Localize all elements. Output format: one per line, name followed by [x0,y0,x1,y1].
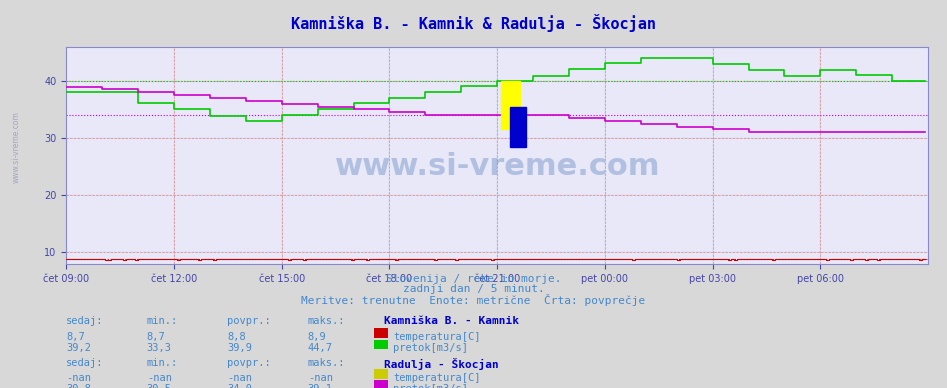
Text: -nan: -nan [227,373,252,383]
Text: povpr.:: povpr.: [227,358,271,368]
Text: pretok[m3/s]: pretok[m3/s] [393,384,468,388]
Text: -nan: -nan [147,373,171,383]
Text: povpr.:: povpr.: [227,316,271,326]
Text: temperatura[C]: temperatura[C] [393,373,480,383]
Text: temperatura[C]: temperatura[C] [393,332,480,342]
Text: min.:: min.: [147,358,178,368]
Text: Radulja - Škocjan: Radulja - Škocjan [384,358,498,370]
Text: pretok[m3/s]: pretok[m3/s] [393,343,468,353]
Text: -nan: -nan [66,373,91,383]
Text: zadnji dan / 5 minut.: zadnji dan / 5 minut. [402,284,545,294]
Text: 8,7: 8,7 [66,332,85,342]
Text: 39,9: 39,9 [227,343,252,353]
Text: Slovenija / reke in morje.: Slovenija / reke in morje. [385,274,562,284]
Text: 30,5: 30,5 [147,384,171,388]
Text: 44,7: 44,7 [308,343,332,353]
Text: 39,1: 39,1 [308,384,332,388]
Text: maks.:: maks.: [308,316,346,326]
Text: 33,3: 33,3 [147,343,171,353]
FancyBboxPatch shape [502,81,521,129]
Text: 8,8: 8,8 [227,332,246,342]
Text: sedaj:: sedaj: [66,316,104,326]
Text: min.:: min.: [147,316,178,326]
Text: Meritve: trenutne  Enote: metrične  Črta: povprečje: Meritve: trenutne Enote: metrične Črta: … [301,294,646,307]
Text: www.si-vreme.com: www.si-vreme.com [334,152,660,180]
Text: sedaj:: sedaj: [66,358,104,368]
Text: Kamniška B. - Kamnik: Kamniška B. - Kamnik [384,316,519,326]
Text: 30,8: 30,8 [66,384,91,388]
Text: 34,0: 34,0 [227,384,252,388]
Text: maks.:: maks.: [308,358,346,368]
FancyBboxPatch shape [510,107,526,147]
Text: 8,7: 8,7 [147,332,166,342]
Text: www.si-vreme.com: www.si-vreme.com [11,111,21,184]
Text: 39,2: 39,2 [66,343,91,353]
Text: Kamniška B. - Kamnik & Radulja - Škocjan: Kamniška B. - Kamnik & Radulja - Škocjan [291,14,656,31]
Text: 8,9: 8,9 [308,332,327,342]
Text: -nan: -nan [308,373,332,383]
